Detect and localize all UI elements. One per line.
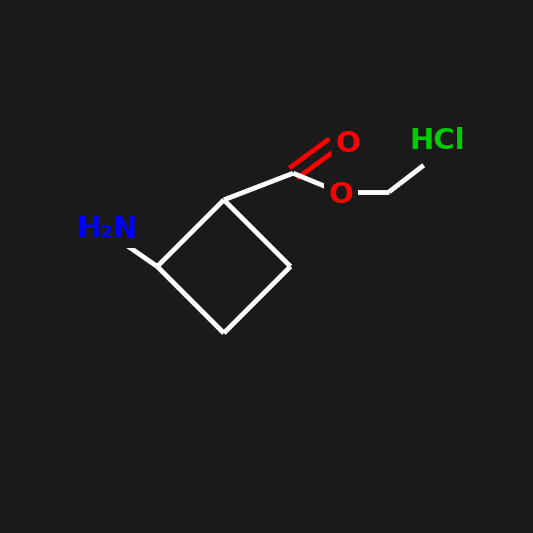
Text: O: O <box>329 181 353 208</box>
Text: H₂N: H₂N <box>76 215 137 243</box>
Text: HCl: HCl <box>409 127 465 155</box>
Text: O: O <box>336 130 360 158</box>
